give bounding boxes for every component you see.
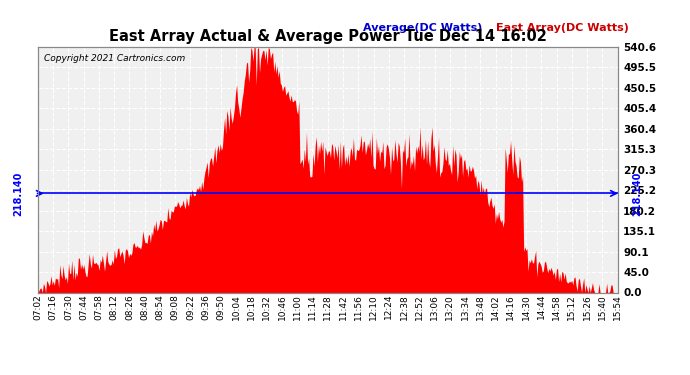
Text: 218.140: 218.140 — [14, 171, 23, 216]
Text: 218.140: 218.140 — [632, 171, 642, 216]
Text: Copyright 2021 Cartronics.com: Copyright 2021 Cartronics.com — [43, 54, 185, 63]
Text: Average(DC Watts): Average(DC Watts) — [362, 23, 482, 33]
Title: East Array Actual & Average Power Tue Dec 14 16:02: East Array Actual & Average Power Tue De… — [109, 29, 546, 44]
Text: East Array(DC Watts): East Array(DC Watts) — [496, 23, 629, 33]
